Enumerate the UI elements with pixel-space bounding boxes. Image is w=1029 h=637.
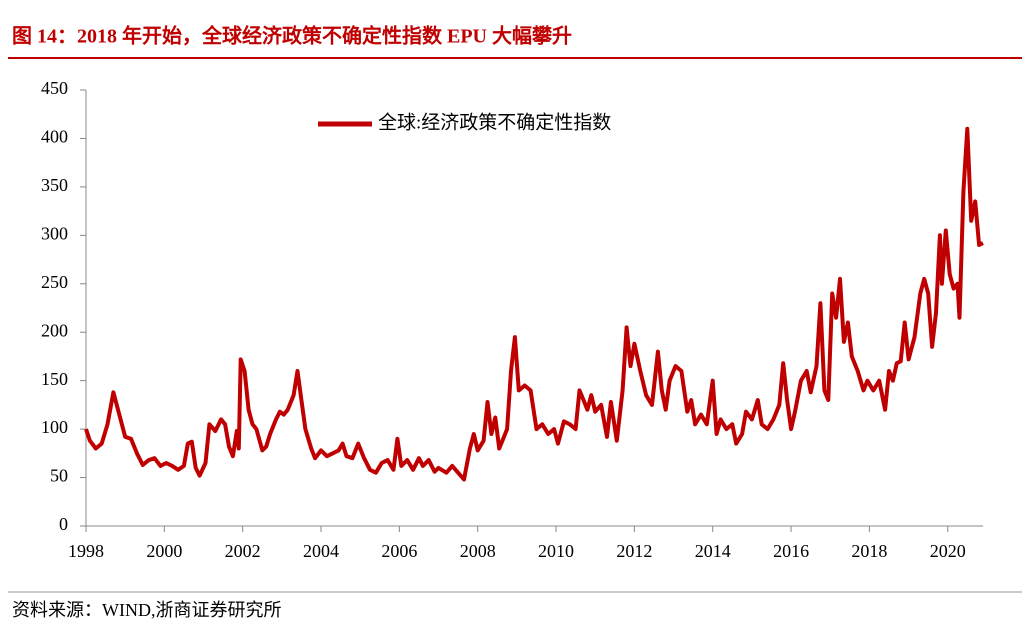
x-tick-label: 2008 — [460, 541, 496, 561]
y-tick-label: 100 — [41, 417, 68, 437]
x-tick-label: 2004 — [303, 541, 339, 561]
chart-title: 图 14：2018 年开始，全球经济政策不确定性指数 EPU 大幅攀升 — [12, 24, 572, 48]
data-line — [84, 126, 984, 482]
x-tick-label: 2010 — [538, 541, 574, 561]
x-tick-label: 2018 — [851, 541, 887, 561]
x-tick-label: 2002 — [225, 541, 261, 561]
y-tick-label: 250 — [41, 272, 68, 292]
y-tick-label: 0 — [59, 514, 68, 534]
y-tick-label: 300 — [41, 223, 68, 243]
y-tick-label: 400 — [41, 127, 68, 147]
legend-label: 全球:经济政策不确定性指数 — [378, 111, 611, 133]
x-tick-label: 2012 — [616, 541, 652, 561]
x-tick-label: 1998 — [68, 541, 104, 561]
y-tick-label: 200 — [41, 320, 68, 340]
x-tick-label: 2016 — [773, 541, 809, 561]
source: 资料来源：WIND,浙商证券研究所 — [12, 600, 281, 620]
y-tick-label: 350 — [41, 175, 68, 195]
x-tick-label: 2014 — [695, 541, 731, 561]
y-tick-label: 50 — [50, 466, 68, 486]
x-tick-label: 2020 — [930, 541, 966, 561]
y-tick-label: 150 — [41, 369, 68, 389]
x-tick-label: 2000 — [146, 541, 182, 561]
y-tick-label: 450 — [41, 78, 68, 98]
x-tick-label: 2006 — [381, 541, 417, 561]
